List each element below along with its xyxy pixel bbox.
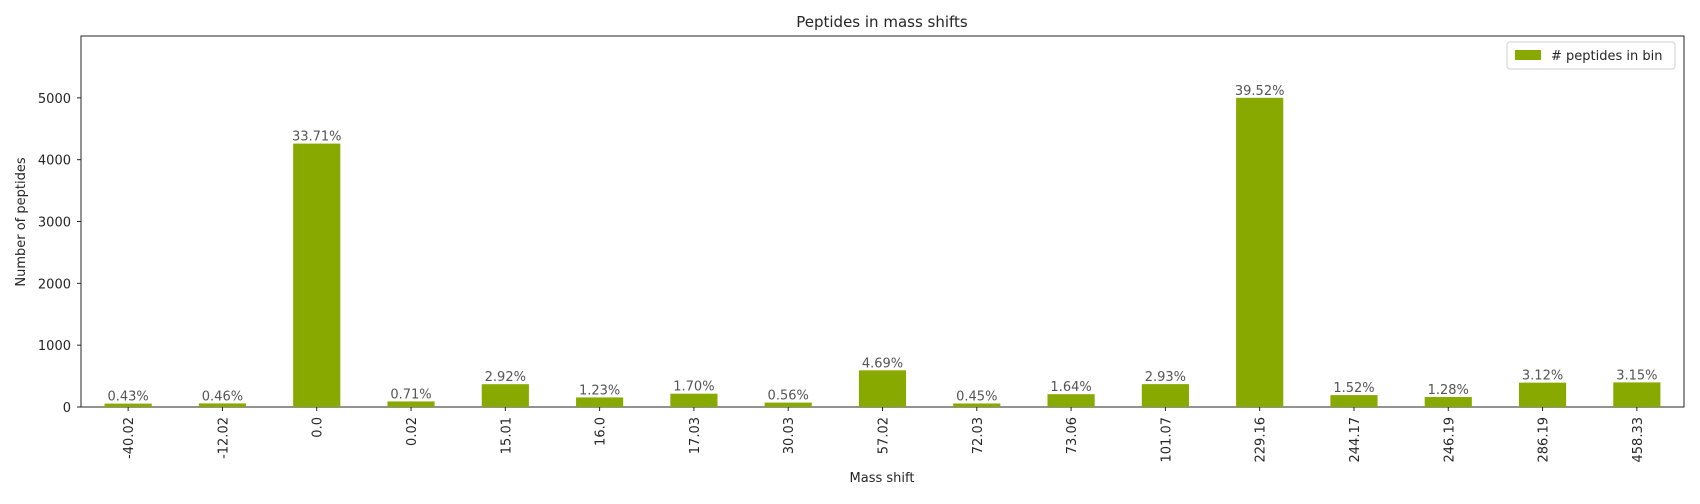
- x-tick-label: 101.07: [1159, 417, 1174, 463]
- y-tick-label: 2000: [38, 277, 71, 292]
- bar: [858, 370, 907, 407]
- x-tick-label: -40.02: [122, 417, 137, 459]
- bar-value-label: 0.45%: [956, 389, 997, 404]
- bar-value-label: 1.70%: [673, 380, 714, 395]
- bar-value-label: 33.71%: [292, 130, 342, 145]
- bar-value-label: 0.71%: [390, 387, 431, 402]
- bar: [764, 402, 812, 407]
- bar: [670, 393, 718, 407]
- y-tick-label: 1000: [38, 339, 71, 354]
- x-tick-label: 15.01: [499, 417, 514, 454]
- bar: [1330, 395, 1378, 407]
- bar-value-label: 39.52%: [1235, 84, 1285, 99]
- bar-value-label: 0.56%: [768, 389, 809, 404]
- x-tick-label: 72.03: [971, 417, 986, 454]
- x-tick-label: 286.19: [1537, 417, 1552, 463]
- x-tick-label: 246.19: [1442, 417, 1457, 463]
- bar-value-label: 4.69%: [862, 356, 903, 371]
- bar: [1424, 396, 1472, 407]
- bar: [1613, 382, 1661, 407]
- x-tick-label: 0.0: [311, 417, 326, 438]
- bar-value-label: 1.52%: [1333, 381, 1374, 396]
- y-axis: 0 1000 2000 3000 4000 5000: [38, 92, 81, 416]
- bar: [387, 401, 435, 407]
- x-axis-label: Mass shift: [850, 471, 915, 486]
- x-tick-label: 30.03: [782, 417, 797, 454]
- y-tick-label: 3000: [38, 216, 71, 231]
- y-tick-label: 5000: [38, 92, 71, 107]
- y-axis-label: Number of peptides: [14, 157, 29, 286]
- bar: [198, 403, 247, 407]
- bar-value-label: 0.46%: [202, 389, 243, 404]
- bar: [481, 384, 529, 407]
- bar: [293, 143, 341, 407]
- y-tick-label: 0: [63, 401, 71, 416]
- bar-value-label: 0.43%: [107, 390, 148, 405]
- bar-value-label: 3.12%: [1522, 369, 1563, 384]
- legend-label: # peptides in bin: [1551, 49, 1662, 64]
- chart-title: Peptides in mass shifts: [796, 13, 968, 31]
- bar-value-label: 2.93%: [1145, 370, 1186, 385]
- bar: [1047, 394, 1095, 407]
- x-tick-label: -12.02: [216, 417, 231, 459]
- bar: [104, 403, 152, 407]
- bar: [953, 403, 1001, 407]
- bar-value-label: 3.15%: [1616, 368, 1657, 383]
- bar-value-label: 1.23%: [579, 383, 620, 398]
- y-tick-label: 4000: [38, 154, 71, 169]
- bar-value-label: 2.92%: [485, 370, 526, 385]
- legend: # peptides in bin: [1506, 41, 1676, 70]
- plot-area: 0.43% 0.46% 33.71% 0.71% 2.92% 1.23% 1.70% 0.56…: [80, 35, 1685, 408]
- bar-value-label: 1.64%: [1050, 380, 1091, 395]
- legend-box: [1506, 41, 1676, 70]
- x-tick-label: 244.17: [1348, 417, 1363, 463]
- x-tick-label: 0.02: [405, 417, 420, 446]
- x-axis: -40.02 -12.02 0.0 0.02 15.01 16.0 17.03 30.03 57…: [122, 407, 1646, 463]
- bar: [576, 397, 624, 407]
- x-tick-label: 16.0: [594, 417, 609, 446]
- x-tick-label: 57.02: [877, 417, 892, 454]
- bar-value-label: 1.28%: [1428, 383, 1469, 398]
- bar: [1236, 97, 1284, 407]
- legend-swatch: [1515, 50, 1541, 60]
- x-tick-label: 17.03: [688, 417, 703, 454]
- x-tick-label: 458.33: [1631, 417, 1646, 463]
- x-tick-label: 229.16: [1254, 417, 1269, 463]
- x-tick-label: 73.06: [1065, 417, 1080, 454]
- bar: [1518, 382, 1567, 407]
- bar: [1141, 384, 1189, 407]
